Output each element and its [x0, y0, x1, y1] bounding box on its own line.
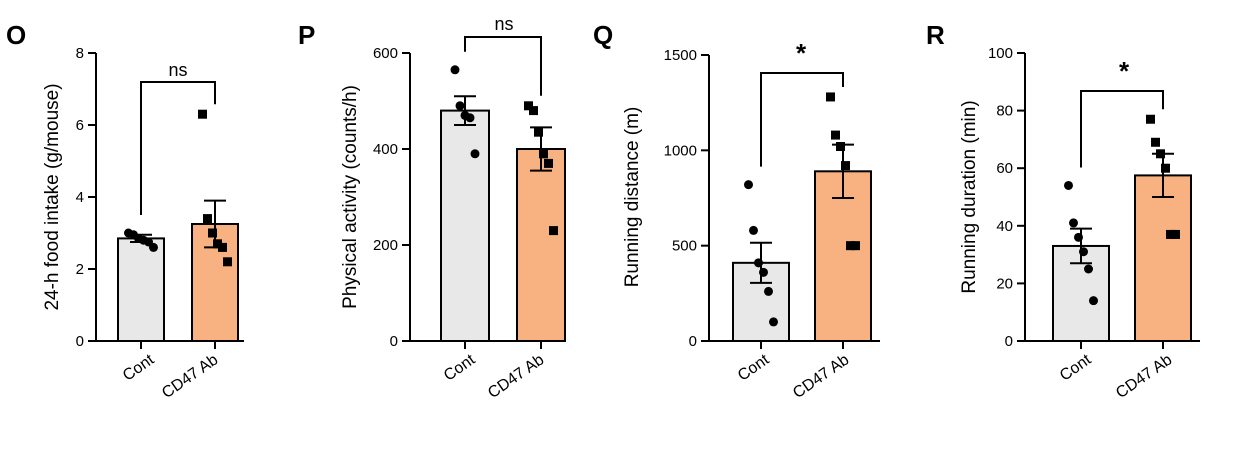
y-axis-title-o: 24-h food intake (g/mouse) [42, 83, 63, 310]
bar-p-cont [440, 109, 490, 342]
data-point-p-cd47 [534, 127, 543, 137]
panel-letter-q: Q [593, 20, 613, 50]
significance-label-p: ns [494, 14, 513, 34]
significance-label-r: * [1119, 56, 1130, 86]
y-tick-label-r: 20 [996, 275, 1013, 292]
data-point-p-cont [465, 113, 475, 123]
data-point-r-cd47 [1151, 137, 1160, 147]
panel-letter-r: R [926, 20, 945, 50]
y-tick-label-o: 6 [76, 117, 84, 134]
data-point-q-cont [744, 180, 753, 190]
significance-label-o: ns [168, 60, 187, 80]
data-point-q-cd47 [836, 142, 845, 152]
data-point-q-cd47 [841, 161, 850, 171]
data-point-r-cont [1079, 247, 1088, 257]
data-point-r-cont [1084, 264, 1093, 274]
y-tick-label-r: 60 [996, 160, 1013, 177]
y-tick-label-p: 0 [390, 333, 398, 350]
y-axis-title-p: Physical activity (counts/h) [340, 85, 361, 309]
significance-bracket-o [140, 81, 216, 215]
data-point-p-cd47 [524, 101, 533, 111]
data-point-o-cd47 [198, 109, 207, 119]
bar-p-cd47 [516, 148, 566, 342]
y-tick-label-r: 80 [996, 103, 1013, 120]
data-point-q-cont [759, 267, 768, 277]
data-point-r-cont [1064, 180, 1073, 190]
y-axis-title-q: Running distance (m) [622, 107, 643, 288]
data-point-q-cd47 [826, 92, 835, 102]
data-point-o-cd47 [218, 242, 227, 252]
data-point-r-cd47 [1161, 163, 1170, 173]
data-point-p-cd47 [549, 226, 558, 236]
y-tick-label-r: 100 [988, 45, 1013, 62]
panel-p: P Physical activity (counts/h) ns Cont C… [298, 14, 547, 402]
data-point-r-cont [1069, 218, 1078, 228]
data-point-r-cd47 [1171, 229, 1180, 239]
significance-bracket-p [464, 36, 542, 96]
data-point-o-cd47 [213, 239, 222, 249]
panel-o: O 24-h food intake (g/mouse) ns Cont CD4… [6, 20, 221, 402]
bar-r-cd47 [1134, 174, 1192, 342]
significance-label-q: * [796, 38, 807, 68]
y-axis-title-r: Running duration (min) [959, 100, 980, 293]
y-tick-label-q: 1500 [664, 47, 697, 64]
data-point-q-cont [754, 258, 763, 268]
data-point-q-cd47 [851, 241, 860, 251]
data-point-q-cd47 [846, 241, 855, 251]
x-tick-label-r-cont: Cont [1057, 351, 1095, 385]
data-point-r-cd47 [1156, 149, 1165, 159]
y-tick-label-r: 0 [1005, 333, 1013, 350]
x-tick-label-o-cont: Cont [120, 351, 158, 385]
x-tick-label-r-cd47: CD47 Ab [1113, 351, 1175, 402]
data-point-p-cont [455, 101, 465, 111]
data-point-p-cd47 [529, 106, 538, 116]
bar-o-cont [117, 237, 165, 342]
data-point-o-cd47 [223, 257, 232, 267]
data-point-p-cont [470, 149, 480, 159]
y-tick-label-o: 4 [76, 189, 84, 206]
y-tick-label-o: 8 [76, 45, 84, 62]
x-tick-label-o-cd47: CD47 Ab [159, 351, 221, 402]
y-tick-label-q: 500 [672, 238, 697, 255]
data-point-o-cont [149, 242, 158, 252]
data-point-o-cd47 [203, 214, 212, 224]
data-point-r-cd47 [1146, 114, 1155, 124]
y-tick-label-q: 1000 [664, 142, 697, 159]
y-tick-label-r: 40 [996, 218, 1013, 235]
y-tick-label-o: 2 [76, 261, 84, 278]
data-point-r-cont [1074, 232, 1083, 242]
panel-q: Q Running distance (m) * Cont CD47 Ab [593, 20, 852, 402]
panel-letter-o: O [6, 20, 26, 50]
bar-q-cd47 [814, 170, 872, 342]
data-point-q-cd47 [831, 130, 840, 140]
y-tick-label-p: 200 [373, 237, 398, 254]
data-point-p-cd47 [544, 158, 553, 168]
y-tick-label-p: 600 [373, 45, 398, 62]
data-point-q-cont [764, 286, 773, 296]
data-point-r-cont [1089, 296, 1098, 306]
significance-bracket-q [760, 72, 844, 167]
x-tick-label-q-cont: Cont [735, 351, 773, 385]
x-tick-label-p-cd47: CD47 Ab [485, 351, 547, 402]
data-point-o-cd47 [208, 228, 217, 238]
data-point-r-cd47 [1166, 229, 1175, 239]
data-point-q-cont [769, 317, 778, 327]
data-point-p-cont [450, 65, 460, 75]
x-tick-label-q-cd47: CD47 Ab [790, 351, 852, 402]
y-tick-label-o: 0 [76, 333, 84, 350]
significance-bracket-r [1080, 90, 1164, 168]
x-tick-label-p-cont: Cont [441, 351, 479, 385]
data-point-p-cd47 [539, 149, 548, 159]
data-point-q-cont [749, 225, 758, 235]
panel-letter-p: P [298, 20, 315, 50]
y-tick-label-p: 400 [373, 141, 398, 158]
y-tick-label-q: 0 [689, 333, 697, 350]
